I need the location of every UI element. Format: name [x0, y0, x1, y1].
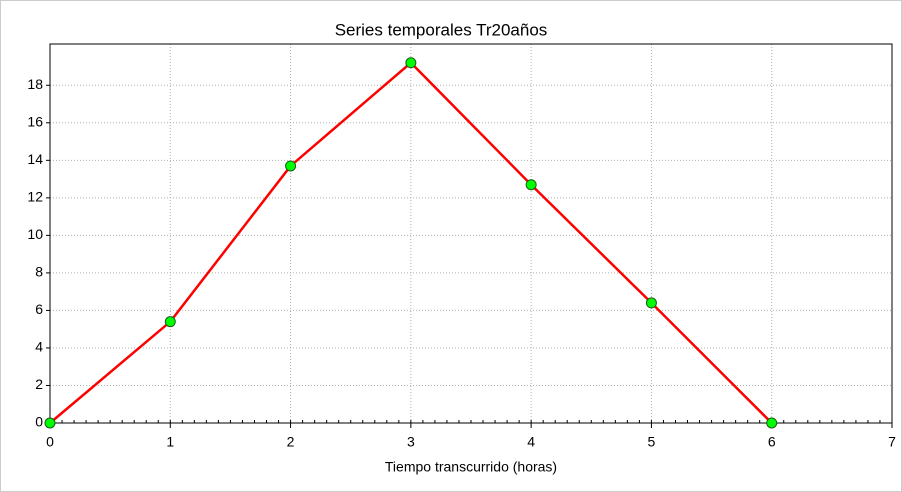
y-tick-label: 2: [35, 376, 43, 392]
y-tick-label: 6: [35, 301, 43, 317]
y-tick-label: 18: [27, 76, 43, 92]
x-tick-label: 1: [166, 434, 174, 450]
y-tick-label: 10: [27, 226, 43, 242]
x-tick-label: 6: [768, 434, 776, 450]
point-marker: [405, 57, 417, 69]
point-marker: [766, 417, 778, 429]
chart-title: Series temporales Tr20años: [335, 20, 548, 39]
x-tick-label: 5: [648, 434, 656, 450]
plot-border: [49, 43, 893, 424]
point-marker: [44, 417, 56, 429]
y-tick-label: 16: [27, 114, 43, 130]
point-marker: [525, 179, 537, 191]
y-tick-label: 12: [27, 189, 43, 205]
point-marker: [645, 297, 657, 309]
x-tick-label: 7: [888, 434, 896, 450]
y-tick-label: 8: [35, 264, 43, 280]
x-tick-label: 4: [527, 434, 535, 450]
plot-area: [49, 43, 893, 424]
y-tick-label: 0: [35, 414, 43, 430]
x-tick-label: 0: [46, 434, 54, 450]
y-tick-label: 4: [35, 339, 43, 355]
point-marker: [285, 160, 297, 172]
x-axis-label: Tiempo transcurrido (horas): [385, 459, 557, 475]
x-tick-label: 3: [407, 434, 415, 450]
point-marker: [164, 316, 176, 328]
y-tick-label: 14: [27, 151, 43, 167]
x-tick-label: 2: [287, 434, 295, 450]
